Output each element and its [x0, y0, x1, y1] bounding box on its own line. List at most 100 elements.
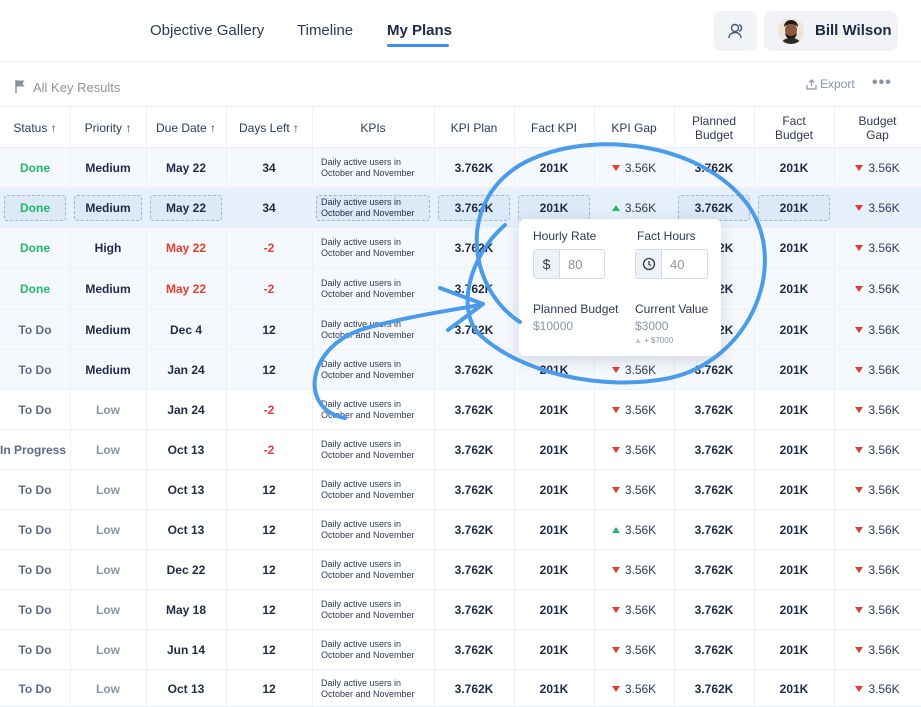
fact-budget-cell: 201K — [779, 563, 809, 577]
column-budget-gap[interactable]: Budget Gap — [858, 114, 897, 142]
fact-hours-field[interactable]: 40 — [635, 249, 708, 279]
table-header: Status ↑ Priority ↑ Due Date ↑ Days Left… — [0, 106, 921, 148]
fact-budget-cell: 201K — [779, 403, 809, 417]
table-row[interactable]: Done High May 22 -2 Daily active users in Oc… — [0, 228, 921, 268]
column-days-left[interactable]: Days Left ↑ — [238, 121, 300, 135]
kpi-plan-cell: 3.762K — [454, 483, 494, 497]
table-row[interactable]: Done Medium May 22 -2 Daily active users in … — [0, 268, 921, 310]
current-value-delta: + $7000 — [635, 336, 673, 345]
fact-budget-cell: 201K — [779, 161, 809, 175]
gap-value: 3.56K — [868, 363, 900, 377]
column-divider — [674, 106, 675, 707]
table-row[interactable]: To Do Medium Dec 4 12 Daily active users in … — [0, 310, 921, 350]
column-kpis[interactable]: KPIs — [360, 121, 386, 135]
selected-cell-field[interactable]: 201K — [758, 195, 830, 221]
days-left-cell: -2 — [263, 282, 275, 296]
selected-cell-field[interactable]: 3.762K — [678, 195, 750, 221]
gap-value: 3.56K — [868, 282, 900, 296]
key-results-title[interactable]: All Key Results — [33, 80, 121, 95]
budget-gap-cell: 3.56K — [834, 670, 921, 707]
kpi-plan-cell: 3.762K — [454, 643, 494, 657]
kpi-gap-cell: 3.56K — [594, 630, 674, 670]
kpi-description: Daily active users in October and Novemb… — [321, 677, 415, 699]
trend-down-icon — [611, 367, 620, 373]
column-planned-budget[interactable]: Planned Budget — [691, 114, 737, 142]
current-value-value: $3000 — [635, 319, 669, 333]
more-options-button[interactable]: ••• — [872, 74, 892, 91]
kpi-gap-cell: 3.56K — [594, 470, 674, 510]
export-button[interactable]: Export — [806, 77, 855, 91]
gap-value: 3.56K — [624, 603, 657, 617]
user-name: Bill Wilson — [815, 22, 892, 39]
due-date-cell: Dec 4 — [169, 323, 203, 337]
gap-value: 3.56K — [624, 523, 657, 537]
hourly-rate-value: 80 — [568, 257, 583, 272]
status-badge: To Do — [18, 681, 52, 696]
gap-value: 3.56K — [624, 201, 657, 215]
due-date-cell: Oct 13 — [167, 523, 205, 537]
hourly-rate-field[interactable]: $ 80 — [533, 249, 605, 279]
tab-my-plans[interactable]: My Plans — [387, 22, 453, 39]
table-row[interactable]: Done Medium May 22 34 Daily active users in … — [0, 148, 921, 188]
selected-cell-field[interactable]: Medium — [74, 195, 142, 221]
table-row[interactable]: To Do Low Oct 13 12 Daily active users in Oc… — [0, 510, 921, 550]
column-kpi-plan[interactable]: KPI Plan — [450, 121, 498, 135]
priority-cell: Medium — [70, 188, 146, 228]
kpi-description: Daily active users in October and Novemb… — [321, 237, 415, 258]
selected-cell-field[interactable]: 3.762K — [438, 195, 510, 221]
fact-hours-label: Fact Hours — [637, 229, 696, 243]
user-group-button[interactable] — [714, 11, 757, 51]
tab-objective-gallery[interactable]: Objective Gallery — [150, 22, 265, 39]
fact-kpi-cell: 201K — [539, 681, 569, 696]
selected-cell-field[interactable]: Daily active users in October and Novemb… — [316, 195, 430, 221]
table-row[interactable]: To Do Low May 18 12 Daily active users in Oc… — [0, 590, 921, 630]
trend-up-icon — [611, 205, 620, 211]
due-date-cell: May 22 — [165, 241, 207, 255]
active-tab-indicator — [387, 44, 449, 47]
column-fact-budget[interactable]: Fact Budget — [774, 114, 814, 142]
table-row[interactable]: To Do Low Dec 22 12 Daily active users in Oc… — [0, 550, 921, 590]
gap-value: 3.56K — [624, 563, 657, 577]
column-status[interactable]: Status ↑ — [13, 121, 57, 135]
fact-kpi-cell: 201K — [539, 363, 569, 377]
fact-budget-cell: 201K — [754, 188, 834, 228]
kpi-plan-cell: 3.762K — [454, 523, 494, 537]
table-row[interactable]: To Do Low Oct 13 12 Daily active users in Oc… — [0, 670, 921, 707]
fact-budget-cell: 201K — [779, 681, 809, 696]
table-row[interactable]: To Do Medium Jan 24 12 Daily active users in… — [0, 350, 921, 390]
kpi-description: Daily active users in October and Novemb… — [321, 359, 415, 380]
fact-budget-cell: 201K — [779, 523, 809, 537]
gap-value: 3.56K — [624, 363, 657, 377]
table-row[interactable]: To Do Low Jun 14 12 Daily active users in Oc… — [0, 630, 921, 670]
gap-value: 3.56K — [868, 161, 900, 175]
column-kpi-gap[interactable]: KPI Gap — [611, 121, 657, 135]
selected-cell-field[interactable]: May 22 — [150, 195, 222, 221]
priority-cell: Medium — [85, 363, 131, 377]
selected-cell-field[interactable]: Done — [4, 195, 66, 221]
selected-cell-field[interactable]: 201K — [518, 195, 590, 221]
table-row[interactable]: To Do Low Jan 24 -2 Daily active users in Oc… — [0, 390, 921, 430]
column-due-date[interactable]: Due Date ↑ — [155, 121, 217, 135]
table-row[interactable]: Done Medium May 22 34 Daily active users in … — [0, 188, 921, 228]
days-left-cell: 12 — [262, 523, 276, 537]
kpi-description: Daily active users in October and Novemb… — [321, 399, 415, 420]
column-priority[interactable]: Priority ↑ — [84, 121, 132, 135]
gap-value: 3.56K — [868, 323, 900, 337]
planned-budget-cell: 3.762K — [694, 443, 734, 457]
fact-hours-value: 40 — [670, 257, 685, 272]
fact-kpi-cell: 201K — [539, 403, 569, 417]
column-divider — [312, 106, 313, 707]
tab-timeline[interactable]: Timeline — [297, 22, 354, 39]
trend-down-icon — [855, 647, 864, 653]
kpi-gap-cell: 3.56K — [594, 350, 674, 390]
dollar-icon: $ — [534, 250, 560, 278]
table-row[interactable]: To Do Low Oct 13 12 Daily active users in Oc… — [0, 470, 921, 510]
status-badge: To Do — [18, 563, 52, 577]
kpi-description: Daily active users in October and Novemb… — [321, 479, 415, 500]
export-icon — [806, 78, 817, 90]
column-fact-kpi[interactable]: Fact KPI — [530, 121, 577, 135]
gap-value: 3.56K — [868, 563, 900, 577]
table-row[interactable]: In Progress Low Oct 13 -2 Daily active users… — [0, 430, 921, 470]
user-menu-button[interactable]: Bill Wilson — [764, 11, 898, 51]
budget-gap-cell: 3.56K — [834, 268, 921, 310]
